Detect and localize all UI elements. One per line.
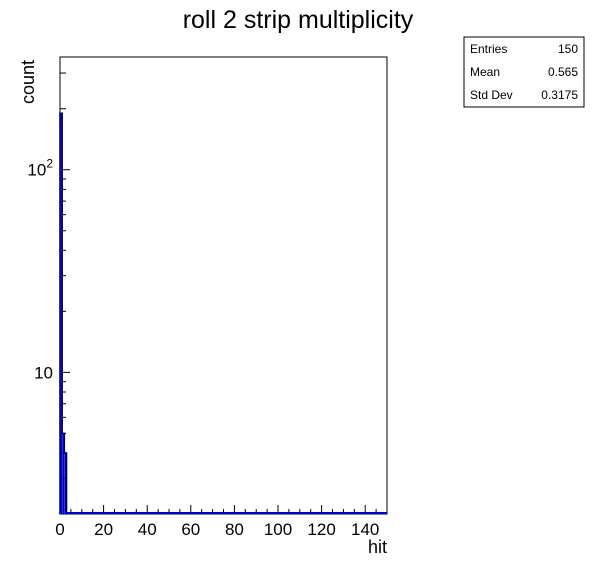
- stats-entries-value: 150: [558, 42, 578, 56]
- x-tick-label: 20: [94, 520, 113, 539]
- y-tick-label: 10: [34, 363, 53, 382]
- histogram-series: [59, 112, 387, 514]
- x-tick-label: 140: [351, 520, 379, 539]
- stats-box: Entries 150 Mean 0.565 Std Dev 0.3175: [463, 36, 585, 108]
- x-tick-label: 0: [55, 520, 64, 539]
- x-tick-label: 120: [307, 520, 335, 539]
- x-tick-label: 100: [264, 520, 292, 539]
- x-axis-label: hit: [368, 537, 387, 557]
- chart-title: roll 2 strip multiplicity: [183, 6, 414, 34]
- stats-entries-label: Entries: [470, 42, 507, 56]
- stats-mean-value: 0.565: [548, 65, 578, 79]
- stats-stddev-label: Std Dev: [470, 88, 513, 102]
- plot-frame: [59, 56, 388, 515]
- stats-mean-label: Mean: [470, 65, 500, 79]
- y-axis-label: count: [18, 60, 38, 104]
- stats-stddev-value: 0.3175: [541, 88, 578, 102]
- x-tick-label: 80: [225, 520, 244, 539]
- x-tick-label: 40: [138, 520, 157, 539]
- x-axis-ticks: 0 20 40 60 80 100 120 140: [55, 505, 388, 539]
- x-tick-label: 60: [181, 520, 200, 539]
- y-tick-label: 102: [27, 157, 53, 180]
